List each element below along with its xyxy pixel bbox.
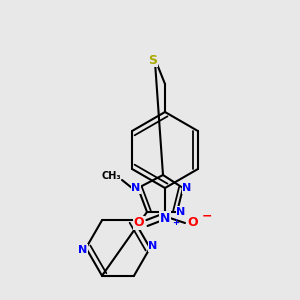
Text: N: N <box>78 245 88 255</box>
Text: N: N <box>182 183 192 193</box>
Text: N: N <box>131 183 141 193</box>
Text: −: − <box>202 210 212 223</box>
Text: N: N <box>148 241 158 251</box>
Text: N: N <box>176 207 186 217</box>
Text: O: O <box>134 217 144 230</box>
Text: +: + <box>172 218 179 227</box>
Text: CH₃: CH₃ <box>101 171 121 181</box>
Text: O: O <box>188 217 198 230</box>
Text: S: S <box>148 53 158 67</box>
Text: N: N <box>160 212 170 224</box>
